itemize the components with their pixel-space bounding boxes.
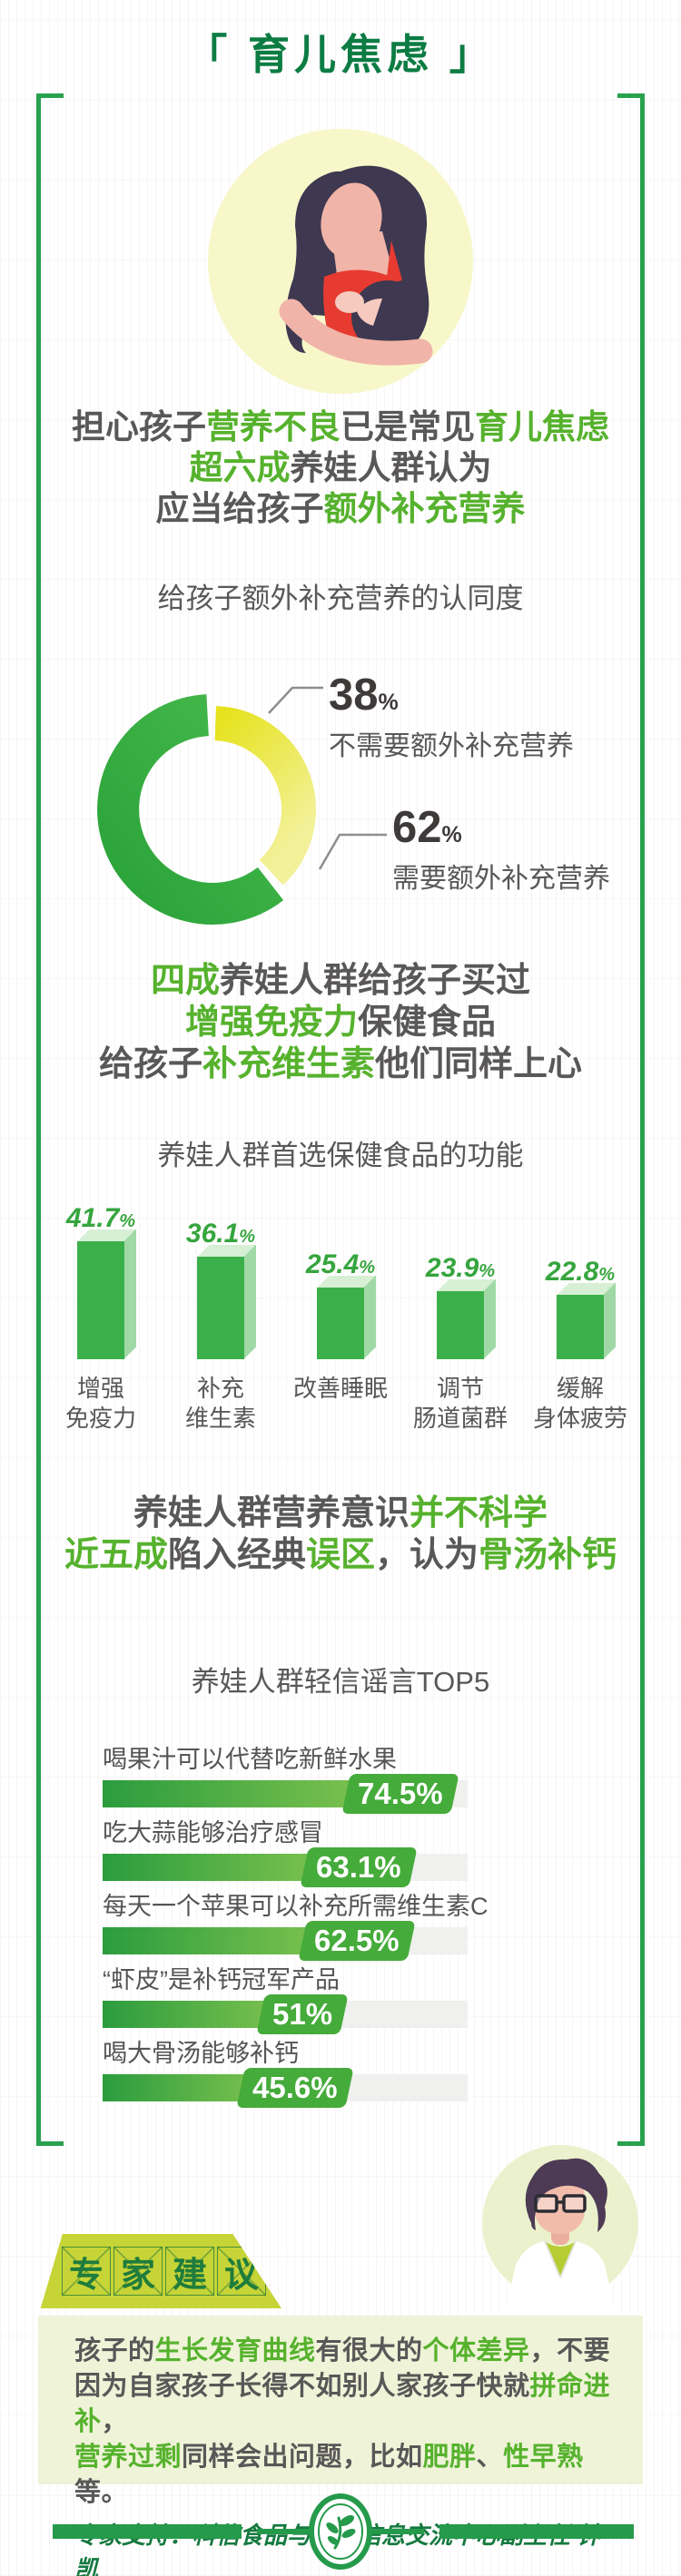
- list-item: 每天一个苹果可以补充所需维生素C 62.5%: [103, 1891, 611, 1961]
- list-item: 喝大骨汤能够补钙 45.6%: [103, 2038, 611, 2108]
- bar-column: 23.9% 调节 肠道菌群: [412, 1253, 508, 1432]
- bar-column: 22.8% 缓解 身体疲劳: [532, 1256, 627, 1432]
- expert-advice-banner: 专 家 建 议: [40, 2234, 281, 2308]
- value-badge: 63.1%: [300, 1847, 418, 1887]
- banner-char: 家: [114, 2247, 163, 2296]
- bar: [557, 1294, 604, 1359]
- misconception-line-1: 养娃人群营养意识并不科学: [133, 1494, 548, 1533]
- bar: [77, 1240, 124, 1359]
- value-badge: 62.5%: [298, 1921, 416, 1961]
- frame-corner-tr: [617, 93, 645, 98]
- value-badge: 74.5%: [341, 1774, 459, 1814]
- mother-breastfeeding-illustration: [204, 124, 477, 401]
- intro-line-2: 超六成养娃人群认为: [189, 449, 492, 486]
- donut-subtitle: 给孩子额外补充营养的认同度: [157, 583, 524, 614]
- banner-char: 专: [62, 2247, 111, 2296]
- purchase-line-3: 给孩子补充维生素他们同样上心: [98, 1045, 583, 1083]
- advice-line-1: 孩子的生长发育曲线有很大的个体差异，不要: [74, 2336, 611, 2365]
- bar-column: 41.7% 增强 免疫力: [64, 1202, 136, 1432]
- bar-track: 63.1%: [103, 1847, 468, 1887]
- leaf-branch-logo: [308, 2493, 373, 2574]
- bar-column: 25.4% 改善睡眠: [292, 1249, 388, 1402]
- misconception-headline: 养娃人群营养意识并不科学 近五成陷入经典误区，认为骨汤补钙: [0, 1493, 681, 1576]
- bar-track: 74.5%: [103, 1774, 468, 1814]
- barchart-subtitle: 养娃人群首选保健食品的功能: [157, 1140, 524, 1171]
- donut-label-yes: 62% 需要额外补充营养: [392, 803, 610, 895]
- bar-track: 51%: [103, 1994, 468, 2034]
- list-item: 喝果汁可以代替吃新鲜水果 74.5%: [103, 1744, 611, 1814]
- frame-corner-br: [617, 2141, 645, 2146]
- page-title: 「 育儿焦虑 」: [185, 31, 496, 78]
- bar: [103, 2001, 288, 2028]
- expert-advice-panel: 孩子的生长发育曲线有很大的个体差异，不要 因为自家孩子长得不如别人家孩子快就拼命…: [38, 2316, 643, 2576]
- bar: [103, 1927, 330, 1954]
- rumor-top5-list: 喝果汁可以代替吃新鲜水果 74.5% 吃大蒜能够治疗感冒 63.1% 每天一个苹…: [103, 1744, 611, 2111]
- doctor-expert-illustration: [479, 2140, 641, 2318]
- purchase-line-2: 增强免疫力保健食品: [184, 1004, 497, 1042]
- frame-left: [36, 93, 41, 2146]
- value-badge: 51%: [256, 1994, 349, 2034]
- divider-right-bar: [439, 2524, 634, 2539]
- value-badge: 45.6%: [236, 2068, 354, 2108]
- frame-corner-tl: [36, 93, 64, 98]
- frame-corner-bl: [36, 2141, 64, 2146]
- donut-chart: 38% 不需要额外补充营养 62% 需要额外补充营养: [0, 673, 681, 973]
- intro-line-3: 应当给孩子额外补充营养: [155, 490, 526, 527]
- bar-track: 45.6%: [103, 2068, 468, 2108]
- frame-right: [640, 93, 645, 2146]
- purchase-line-1: 四成养娃人群给孩子买过: [150, 962, 531, 1000]
- bar: [103, 1780, 373, 1807]
- bar-track: 62.5%: [103, 1921, 468, 1961]
- bar: [103, 1854, 332, 1881]
- donut-rings: [97, 686, 387, 925]
- list-item: “虾皮”是补钙冠军产品 51%: [103, 1964, 611, 2034]
- divider-left-bar: [53, 2524, 242, 2539]
- banner-char: 建: [165, 2247, 214, 2296]
- donut-label-no: 38% 不需要额外补充营养: [329, 671, 574, 762]
- misconception-line-2: 近五成陷入经典误区，认为骨汤补钙: [64, 1536, 617, 1574]
- list-item: 吃大蒜能够治疗感冒 63.1%: [103, 1817, 611, 1887]
- bar-column: 36.1% 补充 维生素: [184, 1219, 256, 1432]
- purchase-headline: 四成养娃人群给孩子买过 增强免疫力保健食品 给孩子补充维生素他们同样上心: [0, 960, 681, 1085]
- bar: [197, 1257, 244, 1359]
- banner-char: 议: [217, 2247, 266, 2296]
- intro-line-1: 担心孩子营养不良已是常见育儿焦虑: [72, 408, 609, 446]
- advice-line-2: 因为自家孩子长得不如别人家孩子快就拼命进补，: [74, 2372, 611, 2436]
- advice-line-3: 营养过剩同样会出问题，比如肥胖、性早熟等。: [74, 2443, 584, 2507]
- bar: [317, 1287, 364, 1359]
- function-bar-chart: 41.7% 增强 免疫力 36.1% 补充 维生素 25.4% 改善睡眠 23.9%…: [41, 1180, 640, 1434]
- intro-headline: 担心孩子营养不良已是常见育儿焦虑 超六成养娃人群认为 应当给孩子额外补充营养: [0, 406, 681, 529]
- top5-title: 养娃人群轻信谣言TOP5: [191, 1666, 490, 1698]
- bar: [437, 1291, 484, 1359]
